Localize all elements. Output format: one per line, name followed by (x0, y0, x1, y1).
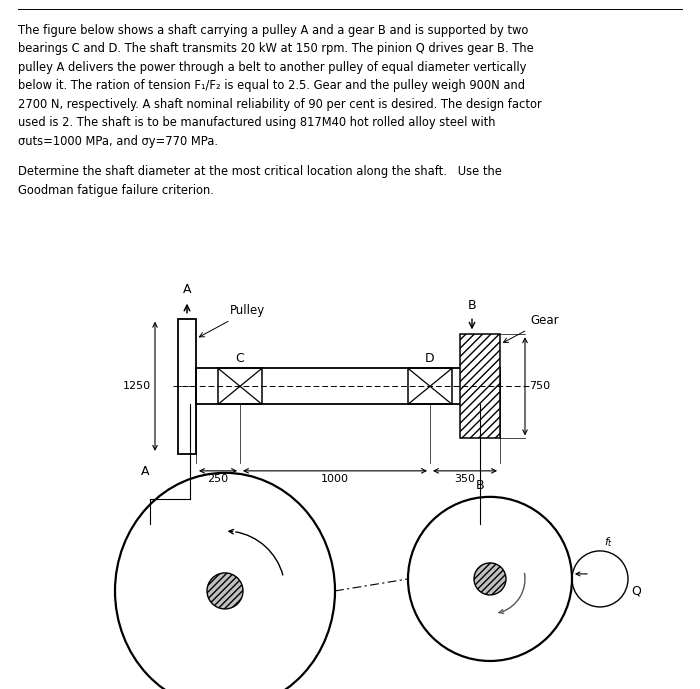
Text: bearings C and D. The shaft transmits 20 kW at 150 rpm. The pinion Q drives gear: bearings C and D. The shaft transmits 20… (18, 43, 533, 55)
Text: used is 2. The shaft is to be manufactured using 817M40 hot rolled alloy steel w: used is 2. The shaft is to be manufactur… (18, 116, 496, 130)
Text: The figure below shows a shaft carrying a pulley A and a gear B and is supported: The figure below shows a shaft carrying … (18, 24, 528, 37)
Text: 1000: 1000 (321, 474, 349, 484)
Text: C: C (236, 352, 244, 365)
Circle shape (207, 573, 243, 609)
Circle shape (474, 563, 506, 595)
Text: A: A (183, 282, 191, 296)
Text: 2700 N, respectively. A shaft nominal reliability of 90 per cent is desired. The: 2700 N, respectively. A shaft nominal re… (18, 98, 542, 111)
Text: $f_t$: $f_t$ (604, 535, 613, 549)
Text: Q: Q (631, 584, 641, 597)
Text: Pulley: Pulley (199, 305, 265, 337)
Bar (178, 319, 196, 454)
Text: 1250: 1250 (123, 381, 151, 391)
Bar (460, 334, 500, 438)
Text: Determine the shaft diameter at the most critical location along the shaft.   Us: Determine the shaft diameter at the most… (18, 165, 502, 178)
Text: Gear: Gear (503, 314, 559, 342)
Text: 750: 750 (529, 381, 550, 391)
Text: below it. The ration of tension F₁/F₂ is equal to 2.5. Gear and the pulley weigh: below it. The ration of tension F₁/F₂ is… (18, 79, 525, 92)
Text: Goodman fatigue failure criterion.: Goodman fatigue failure criterion. (18, 184, 214, 197)
Text: A: A (141, 465, 149, 478)
Text: σuts=1000 MPa, and σy=770 MPa.: σuts=1000 MPa, and σy=770 MPa. (18, 135, 218, 148)
Text: pulley A delivers the power through a belt to another pulley of equal diameter v: pulley A delivers the power through a be… (18, 61, 526, 74)
Bar (196, 369, 500, 404)
Text: 350: 350 (454, 474, 475, 484)
Text: D: D (425, 352, 435, 365)
Text: 250: 250 (207, 474, 229, 484)
Text: B: B (468, 299, 476, 312)
Bar (218, 369, 262, 404)
Bar (408, 369, 452, 404)
Text: B: B (476, 479, 484, 492)
